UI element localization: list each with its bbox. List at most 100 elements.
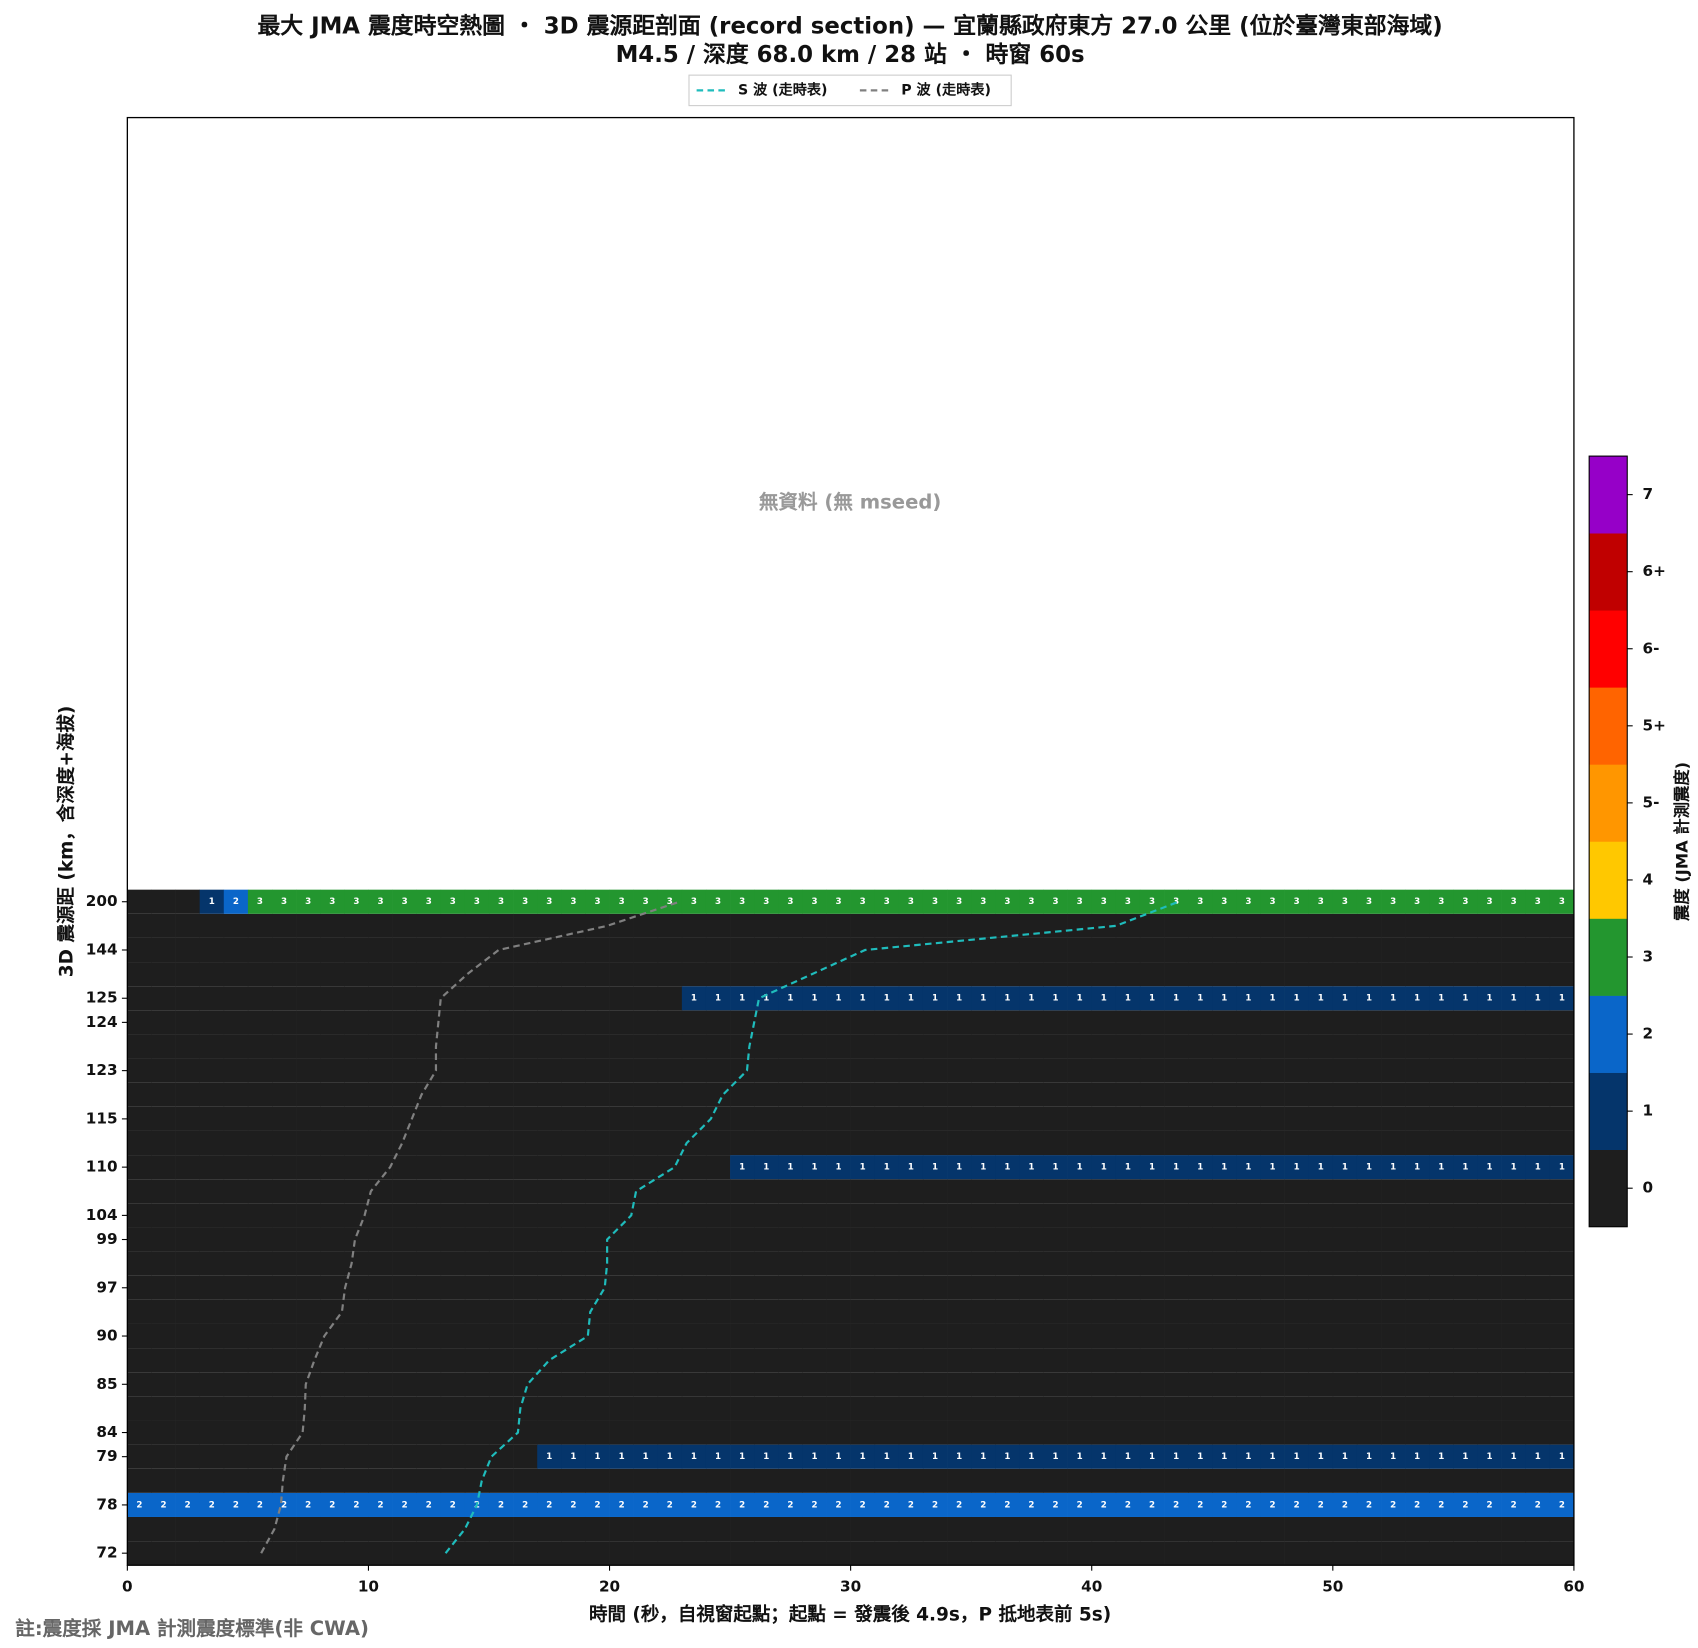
heatmap-cell (922, 1541, 948, 1566)
heatmap-cell (488, 889, 514, 914)
cell-label: 3 (763, 897, 769, 907)
heatmap-cell (850, 962, 876, 987)
heatmap-cell (127, 1130, 152, 1156)
cell-label: 1 (860, 994, 866, 1004)
heatmap-cell (464, 1058, 490, 1083)
heatmap-cell (681, 1348, 707, 1373)
heatmap-cell (1212, 1227, 1237, 1252)
heatmap-cell (175, 986, 201, 1011)
heatmap-cell (1477, 1541, 1502, 1566)
heatmap-cell (1236, 1106, 1261, 1131)
heatmap-cell (368, 986, 393, 1011)
cell-label: 2 (281, 1500, 287, 1510)
heatmap-cell (633, 1444, 659, 1469)
heatmap-cell (1188, 1010, 1213, 1035)
heatmap-cell (392, 1372, 417, 1397)
heatmap-cell (1501, 1155, 1527, 1180)
heatmap-cell (826, 1155, 851, 1180)
heatmap-cell (223, 1058, 249, 1083)
heatmap-cell (1356, 1516, 1382, 1542)
heatmap-cell (874, 1275, 900, 1300)
heatmap-cell (1308, 1275, 1334, 1300)
heatmap-cell (440, 1348, 466, 1373)
heatmap-cell (1332, 1323, 1358, 1349)
heatmap-cell (922, 1010, 948, 1035)
heatmap-cell (1453, 1082, 1478, 1107)
heatmap-cell (561, 986, 586, 1011)
heatmap-cell (151, 1444, 176, 1469)
heatmap-cell (1332, 1372, 1358, 1397)
heatmap-cell (730, 1541, 755, 1566)
heatmap-cell (272, 962, 297, 987)
cell-label: 3 (691, 897, 697, 907)
heatmap-cell (1284, 937, 1310, 963)
heatmap-cell (1429, 1082, 1454, 1107)
heatmap-cell (344, 1516, 369, 1542)
heatmap-cell (199, 1010, 225, 1035)
heatmap-cell (1260, 937, 1285, 963)
y-tick-label: 110 (86, 1158, 118, 1176)
heatmap-cell (1019, 962, 1044, 987)
heatmap-cell (826, 1541, 851, 1566)
heatmap-cell (609, 1227, 634, 1252)
heatmap-cell (1019, 1034, 1044, 1059)
legend-box (688, 74, 1012, 107)
heatmap-cell (1501, 1420, 1527, 1445)
heatmap-cell (1308, 986, 1334, 1011)
heatmap-cell (272, 1058, 297, 1083)
heatmap-cell (1236, 1130, 1261, 1156)
heatmap-cell (272, 913, 297, 938)
heatmap-cell (585, 1155, 610, 1180)
heatmap-cell (513, 1227, 538, 1252)
heatmap-cell (1501, 1516, 1527, 1542)
cell-label: 1 (1342, 994, 1348, 1004)
heatmap-cell (1405, 1444, 1430, 1469)
heatmap-cell (1260, 1203, 1285, 1228)
heatmap-cell (971, 1420, 996, 1445)
heatmap-cell (1284, 1348, 1310, 1373)
heatmap-cell (754, 1299, 779, 1324)
heatmap-cell (223, 1516, 249, 1542)
cell-label: 3 (450, 897, 456, 907)
cell-label: 3 (546, 897, 552, 907)
heatmap-cell (1236, 1492, 1261, 1517)
heatmap-cell (633, 1372, 659, 1397)
cell-label: 3 (1559, 897, 1565, 907)
heatmap-cell (754, 1034, 779, 1059)
heatmap-cell (1043, 1179, 1068, 1204)
heatmap-cell (1549, 1348, 1575, 1373)
heatmap-cell (1284, 1058, 1310, 1083)
heatmap-cell (1164, 1058, 1189, 1083)
heatmap-cell (1164, 937, 1189, 963)
heatmap-cell (1501, 1010, 1527, 1035)
heatmap-cell (609, 1323, 634, 1349)
heatmap-cell (1139, 1227, 1165, 1252)
heatmap-cell (296, 1396, 321, 1421)
heatmap-cell (585, 1348, 610, 1373)
heatmap-cell (971, 1468, 996, 1493)
heatmap-cell (1043, 1010, 1068, 1035)
heatmap-cell (440, 1179, 466, 1204)
cell-label: 3 (1487, 897, 1493, 907)
cell-label: 3 (787, 897, 793, 907)
heatmap-cell (826, 1396, 851, 1421)
heatmap-cell (730, 1516, 755, 1542)
heatmap-cell (272, 1323, 297, 1349)
heatmap-cell (778, 1203, 803, 1228)
heatmap-cell (151, 1299, 176, 1324)
heatmap-cell (705, 1179, 731, 1204)
heatmap-cell (151, 1227, 176, 1252)
heatmap-cell (971, 1541, 996, 1566)
heatmap-cell (416, 986, 442, 1011)
heatmap-cell (344, 1396, 369, 1421)
heatmap-cell (1429, 1541, 1454, 1566)
heatmap-cell (1019, 1299, 1044, 1324)
heatmap-cell (802, 1203, 827, 1228)
heatmap-cell (1115, 1541, 1141, 1566)
heatmap-cell (1019, 1420, 1044, 1445)
heatmap-cell (1115, 937, 1141, 963)
cell-label: 1 (956, 1452, 962, 1462)
heatmap-cell (223, 1323, 249, 1349)
heatmap-cell (1356, 913, 1382, 938)
heatmap-cell (1260, 1516, 1285, 1542)
